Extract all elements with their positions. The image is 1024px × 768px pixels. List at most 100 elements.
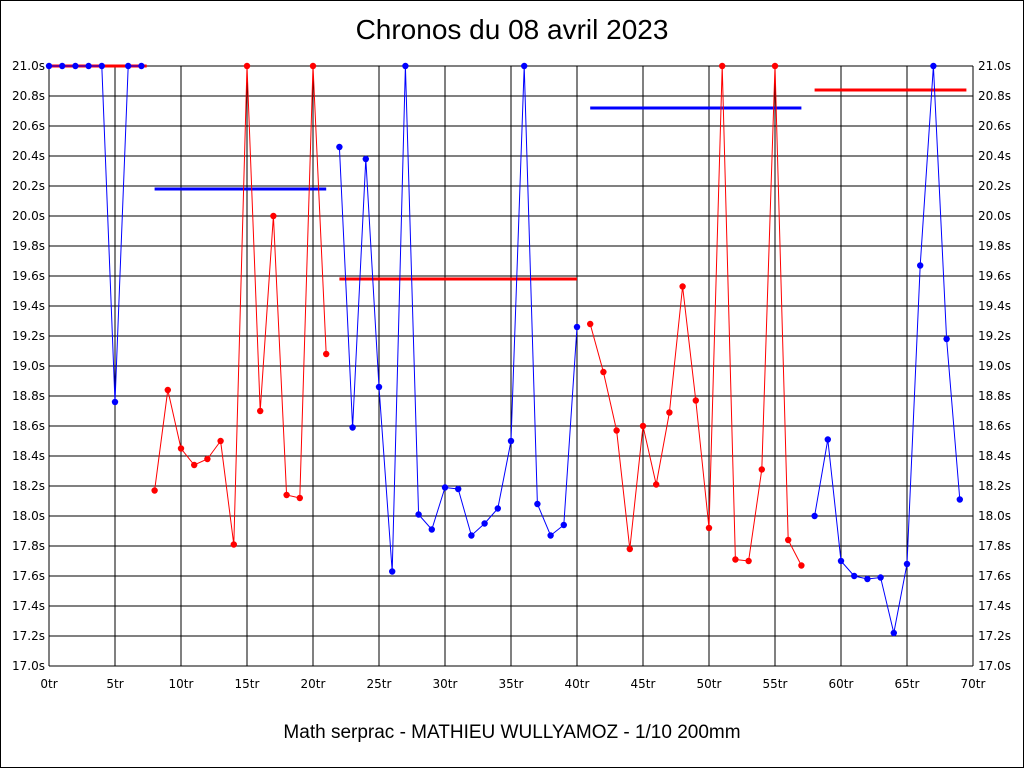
- data-point: [349, 424, 356, 431]
- data-point: [468, 532, 475, 539]
- data-point: [679, 283, 686, 290]
- data-point: [85, 62, 92, 70]
- x-tick-label: 45tr: [631, 677, 656, 691]
- y-tick-label-right: 17.0s: [978, 659, 1011, 673]
- data-point: [428, 526, 435, 533]
- data-point: [441, 484, 449, 491]
- y-tick-label-left: 19.8s: [12, 239, 45, 253]
- x-tick-label: 0tr: [40, 677, 57, 691]
- data-point: [296, 494, 303, 502]
- y-tick-label-right: 17.6s: [978, 569, 1011, 583]
- y-tick-label-left: 19.6s: [12, 269, 45, 283]
- y-tick-label-left: 20.8s: [12, 89, 45, 103]
- data-point: [309, 62, 317, 70]
- data-point: [217, 437, 224, 445]
- data-point: [283, 491, 290, 499]
- data-point: [138, 62, 145, 70]
- data-point: [930, 62, 937, 70]
- tick-labels: 0tr 5tr 10tr 15tr 20tr 25tr 30tr 35tr 40tr 45tr 50…: [12, 59, 1011, 691]
- x-tick-label: 55tr: [763, 677, 788, 691]
- x-tick-label: 50tr: [697, 677, 722, 691]
- data-point: [164, 386, 171, 394]
- series-line: [814, 65, 961, 634]
- x-tick-label: 35tr: [499, 677, 524, 691]
- y-tick-label-right: 17.4s: [978, 599, 1011, 613]
- data-point: [705, 524, 713, 532]
- y-tick-label-right: 19.2s: [978, 329, 1011, 343]
- y-tick-label-left: 17.6s: [12, 569, 45, 583]
- series-line: [154, 65, 327, 545]
- data-point: [653, 481, 660, 488]
- data-point: [613, 427, 620, 434]
- data-point: [956, 496, 963, 503]
- x-tick-label: 15tr: [235, 677, 260, 691]
- average-lines: [49, 64, 967, 281]
- data-point: [560, 521, 567, 529]
- data-point: [45, 62, 53, 70]
- y-tick-label-left: 20.2s: [12, 179, 45, 193]
- y-tick-label-right: 17.2s: [978, 629, 1011, 643]
- y-tick-label-right: 20.6s: [978, 119, 1011, 133]
- data-point: [851, 572, 858, 580]
- data-point: [917, 262, 924, 269]
- series-line: [338, 65, 578, 572]
- x-tick-label: 5tr: [106, 677, 123, 691]
- data-point: [811, 512, 818, 520]
- y-tick-label-left: 17.0s: [12, 659, 45, 673]
- y-tick-label-right: 17.8s: [978, 539, 1011, 553]
- data-point: [521, 62, 528, 70]
- data-point: [507, 437, 515, 445]
- data-point: [111, 398, 119, 406]
- data-point: [257, 407, 264, 415]
- data-point: [323, 350, 330, 358]
- data-point: [626, 545, 633, 553]
- y-tick-label-left: 18.4s: [12, 449, 45, 463]
- data-point: [362, 155, 369, 163]
- y-tick-label-right: 18.4s: [978, 449, 1011, 463]
- data-point: [600, 368, 607, 376]
- y-tick-label-right: 18.8s: [978, 389, 1011, 403]
- data-point: [177, 445, 185, 452]
- data-point: [455, 485, 462, 493]
- data-point: [230, 541, 237, 548]
- x-tick-label: 10tr: [169, 677, 194, 691]
- data-point: [573, 323, 581, 331]
- data-point: [666, 409, 673, 416]
- data-point: [785, 536, 792, 544]
- data-point: [745, 557, 752, 565]
- y-tick-label-left: 18.8s: [12, 389, 45, 403]
- y-tick-label-right: 20.8s: [978, 89, 1011, 103]
- data-point: [191, 461, 198, 469]
- series-line: [49, 65, 142, 403]
- y-tick-label-right: 20.0s: [978, 209, 1011, 223]
- y-tick-label-left: 20.0s: [12, 209, 45, 223]
- data-point: [587, 320, 594, 328]
- x-tick-label: 20tr: [301, 677, 326, 691]
- x-tick-label: 60tr: [829, 677, 854, 691]
- y-tick-label-left: 21.0s: [12, 59, 45, 73]
- data-point: [125, 62, 132, 70]
- y-tick-label-right: 18.0s: [978, 509, 1011, 523]
- chart-title: Chronos du 08 avril 2023: [355, 14, 669, 45]
- data-point: [692, 397, 699, 404]
- data-point: [270, 212, 277, 220]
- data-point: [72, 62, 79, 70]
- y-tick-label-left: 20.6s: [12, 119, 45, 133]
- x-tick-label: 40tr: [565, 677, 590, 691]
- data-point: [534, 500, 541, 508]
- data-point: [204, 455, 211, 463]
- data-point: [903, 560, 911, 568]
- x-tick-label: 30tr: [433, 677, 458, 691]
- data-point: [824, 436, 831, 443]
- y-tick-label-right: 19.8s: [978, 239, 1011, 253]
- data-point: [481, 520, 488, 527]
- data-point: [402, 62, 409, 70]
- data-point: [547, 532, 554, 539]
- y-tick-label-left: 19.2s: [12, 329, 45, 343]
- y-tick-label-left: 19.4s: [12, 299, 45, 313]
- y-tick-label-right: 18.6s: [978, 419, 1011, 433]
- data-point: [890, 629, 897, 637]
- y-tick-label-right: 19.0s: [978, 359, 1011, 373]
